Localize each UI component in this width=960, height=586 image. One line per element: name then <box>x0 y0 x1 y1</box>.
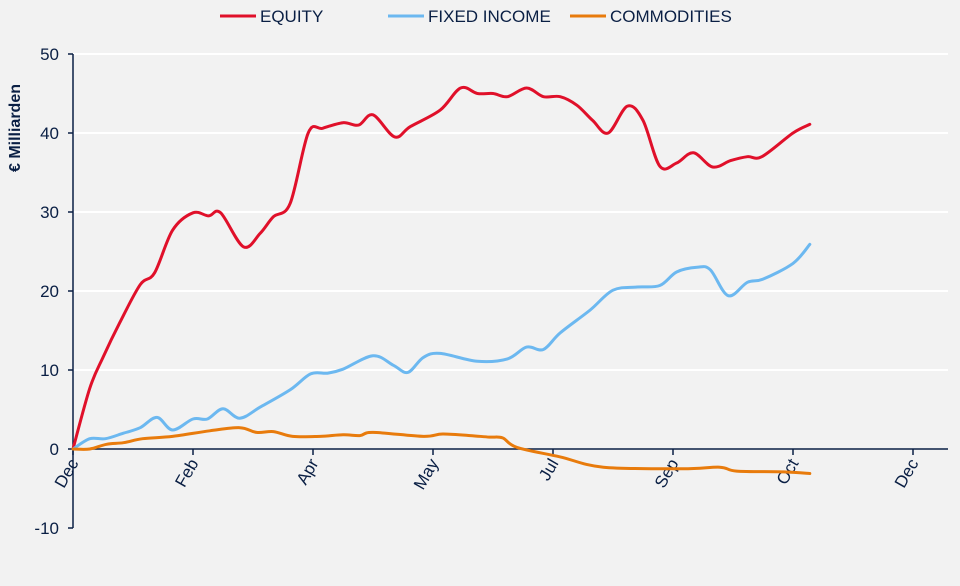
y-tick-label: 30 <box>40 203 59 222</box>
x-tick-label: Feb <box>171 456 202 491</box>
y-tick-label: 0 <box>50 440 59 459</box>
series-line-fixed-income <box>71 242 812 451</box>
x-tick-label: May <box>410 455 443 493</box>
x-tick-label: Dec <box>891 455 923 491</box>
y-tick-label: 40 <box>40 124 59 143</box>
y-tick-label: 10 <box>40 361 59 380</box>
series-line-commodities <box>71 426 812 475</box>
legend-label-commodities: COMMODITIES <box>610 7 732 26</box>
y-tick-label: 20 <box>40 282 59 301</box>
legend-label-fixed-income: FIXED INCOME <box>428 7 551 26</box>
x-tick-label: Sep <box>651 456 683 492</box>
series-lines <box>71 85 812 475</box>
y-tick-label: -10 <box>34 519 59 538</box>
legend: EQUITY FIXED INCOME COMMODITIES <box>220 7 732 26</box>
y-tick-label: 50 <box>40 45 59 64</box>
x-tick-label: Jul <box>535 456 562 484</box>
gridlines <box>73 53 948 371</box>
series-line-equity <box>71 85 812 451</box>
x-tick-label: Dec <box>51 455 83 491</box>
y-axis-label: € Milliarden <box>7 84 24 172</box>
x-tick-label: Apr <box>293 455 323 488</box>
legend-label-equity: EQUITY <box>260 7 323 26</box>
